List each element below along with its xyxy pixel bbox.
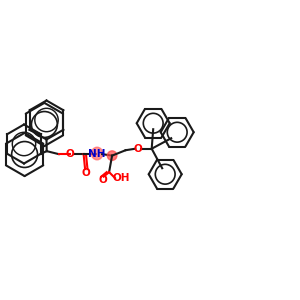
Text: O: O (98, 175, 107, 185)
Text: O: O (134, 144, 142, 154)
Ellipse shape (92, 147, 103, 160)
Text: OH: OH (113, 173, 130, 183)
Text: NH: NH (88, 148, 106, 158)
Text: O: O (82, 168, 91, 178)
Ellipse shape (107, 151, 117, 160)
Text: O: O (66, 149, 74, 159)
